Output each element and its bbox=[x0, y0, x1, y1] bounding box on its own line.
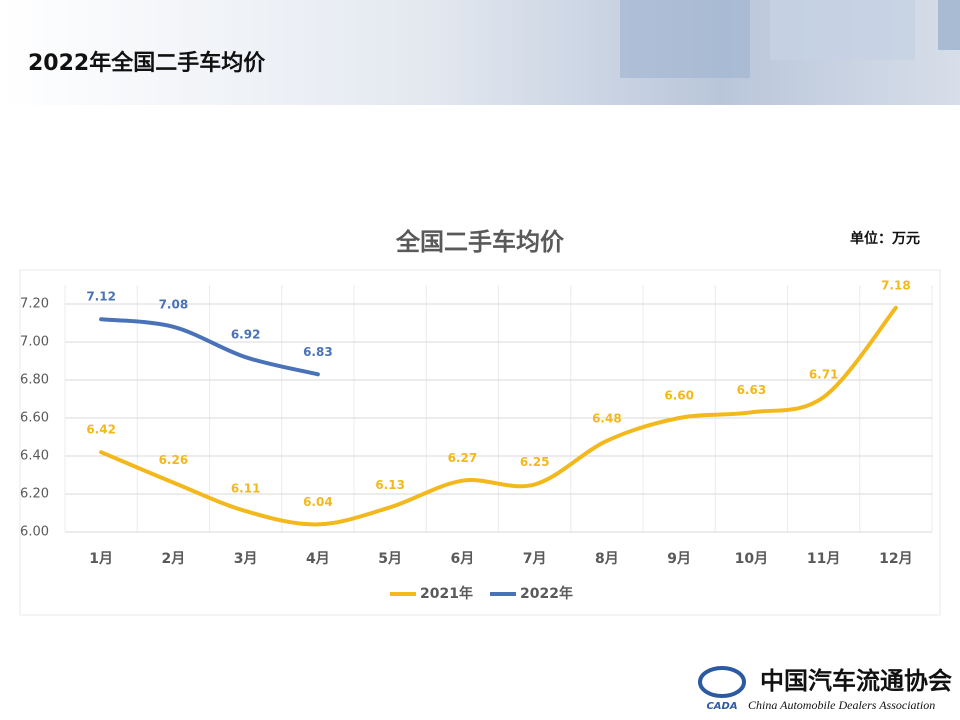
data-label: 6.13 bbox=[375, 478, 405, 492]
y-tick-label: 6.00 bbox=[20, 525, 49, 540]
data-label: 6.11 bbox=[231, 482, 261, 496]
chart-title: 全国二手车均价 bbox=[395, 228, 565, 256]
x-tick-label: 7月 bbox=[523, 551, 547, 567]
header-cube bbox=[938, 0, 960, 50]
x-tick-label: 6月 bbox=[451, 551, 475, 567]
y-tick-label: 6.20 bbox=[20, 487, 49, 502]
x-tick-label: 8月 bbox=[595, 551, 619, 567]
x-tick-label: 5月 bbox=[378, 551, 402, 567]
org-english: China Automobile Dealers Association bbox=[748, 698, 935, 712]
header-cube bbox=[770, 0, 915, 60]
series-line bbox=[99, 317, 320, 377]
data-label: 6.71 bbox=[809, 368, 839, 382]
y-tick-label: 7.00 bbox=[20, 335, 49, 350]
data-label: 7.18 bbox=[881, 278, 911, 292]
data-label: 7.08 bbox=[159, 297, 189, 311]
logo-mark bbox=[698, 666, 746, 698]
data-label: 6.60 bbox=[664, 389, 694, 403]
x-tick-label: 2月 bbox=[162, 551, 186, 567]
data-label: 6.04 bbox=[303, 495, 333, 509]
unit-label: 单位：万元 bbox=[850, 230, 920, 247]
data-label: 6.25 bbox=[520, 455, 550, 469]
org-name: 中国汽车流通协会 bbox=[760, 667, 952, 695]
data-label: 6.83 bbox=[303, 345, 333, 359]
y-tick-label: 6.60 bbox=[20, 411, 49, 426]
data-label: 6.63 bbox=[737, 383, 767, 397]
series-line bbox=[99, 305, 898, 527]
y-tick-label: 6.40 bbox=[20, 449, 49, 464]
data-label: 6.26 bbox=[159, 453, 189, 467]
x-tick-label: 11月 bbox=[807, 551, 840, 567]
x-tick-label: 1月 bbox=[89, 551, 113, 567]
data-label: 6.27 bbox=[448, 451, 478, 465]
x-tick-label: 10月 bbox=[735, 551, 768, 567]
y-tick-label: 6.80 bbox=[20, 373, 49, 388]
data-label: 7.12 bbox=[86, 290, 116, 304]
chart-area bbox=[19, 269, 941, 616]
data-label: 6.48 bbox=[592, 411, 622, 425]
legend-label: 2021年 bbox=[420, 585, 473, 602]
x-tick-label: 12月 bbox=[879, 551, 912, 567]
data-label: 6.92 bbox=[231, 328, 261, 342]
slide-title: 2022年全国二手车均价 bbox=[28, 50, 266, 76]
x-tick-label: 4月 bbox=[306, 551, 330, 567]
data-label: 6.42 bbox=[86, 423, 116, 437]
x-tick-label: 9月 bbox=[667, 551, 691, 567]
header-cube bbox=[620, 0, 750, 78]
y-tick-label: 7.20 bbox=[20, 297, 49, 312]
legend-label: 2022年 bbox=[520, 585, 573, 602]
x-tick-label: 3月 bbox=[234, 551, 258, 567]
logo-text: CADA bbox=[706, 701, 737, 712]
